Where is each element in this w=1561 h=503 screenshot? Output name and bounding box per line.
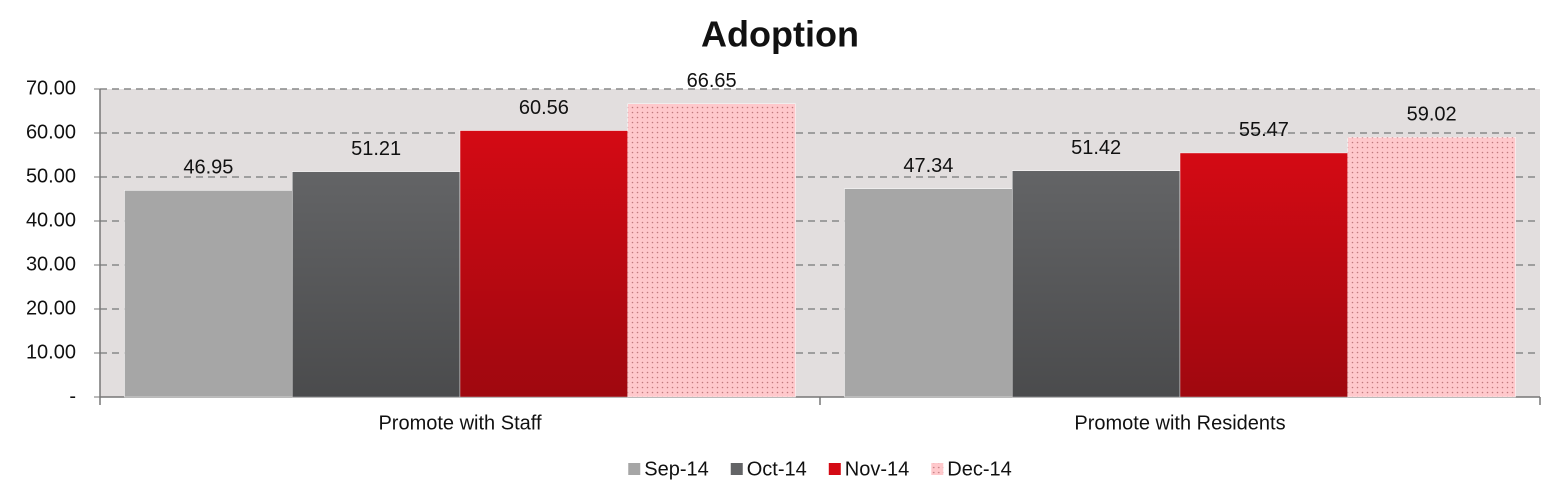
bar-group bbox=[291, 171, 461, 398]
legend-label: Dec-14 bbox=[947, 458, 1011, 480]
y-tick-label: 30.00 bbox=[26, 253, 76, 275]
data-label: 66.65 bbox=[687, 70, 737, 92]
y-tick-label: 50.00 bbox=[26, 165, 76, 187]
bar-shade bbox=[460, 130, 628, 397]
legend-swatch bbox=[730, 463, 743, 475]
legend-swatch bbox=[628, 463, 641, 475]
data-label: 46.95 bbox=[183, 157, 233, 179]
bar-group bbox=[627, 103, 796, 398]
legend-swatch-pattern bbox=[931, 463, 944, 475]
legend-item: Sep-14 bbox=[628, 458, 709, 480]
legend-item: Nov-14 bbox=[828, 458, 909, 480]
bar-group bbox=[1011, 170, 1181, 398]
bar-group bbox=[1179, 152, 1349, 398]
bar-pattern bbox=[627, 103, 796, 398]
data-label: 51.21 bbox=[351, 138, 401, 160]
legend-label: Oct-14 bbox=[747, 458, 807, 480]
data-label: 47.34 bbox=[903, 155, 953, 177]
y-tick-label: 70.00 bbox=[26, 77, 76, 99]
data-label: 59.02 bbox=[1407, 104, 1457, 126]
bar bbox=[124, 190, 293, 398]
bar-shade bbox=[1180, 152, 1348, 397]
bar-group bbox=[844, 188, 1013, 398]
legend-item: Oct-14 bbox=[730, 458, 807, 480]
bar-shade bbox=[1012, 170, 1180, 397]
legend-item: Dec-14 bbox=[931, 458, 1012, 480]
y-tick-label: - bbox=[69, 385, 76, 407]
bar-group bbox=[124, 190, 293, 398]
bar-shade bbox=[292, 171, 460, 397]
y-tick-label: 20.00 bbox=[26, 297, 76, 319]
legend-label: Nov-14 bbox=[845, 458, 909, 480]
legend-label: Sep-14 bbox=[644, 458, 709, 480]
bar-group bbox=[459, 130, 629, 398]
data-label: 55.47 bbox=[1239, 119, 1289, 141]
bar-pattern bbox=[1347, 137, 1516, 397]
chart-title: Adoption bbox=[701, 14, 859, 55]
data-label: 60.56 bbox=[519, 97, 569, 119]
x-tick-label: Promote with Residents bbox=[1074, 412, 1285, 434]
y-tick-label: 60.00 bbox=[26, 121, 76, 143]
bar-group bbox=[1347, 137, 1516, 398]
bar bbox=[844, 188, 1013, 398]
legend-swatch bbox=[828, 463, 841, 475]
data-label: 51.42 bbox=[1071, 137, 1121, 159]
x-tick-label: Promote with Staff bbox=[378, 412, 541, 434]
y-tick-label: 10.00 bbox=[26, 341, 76, 363]
y-tick-label: 40.00 bbox=[26, 209, 76, 231]
